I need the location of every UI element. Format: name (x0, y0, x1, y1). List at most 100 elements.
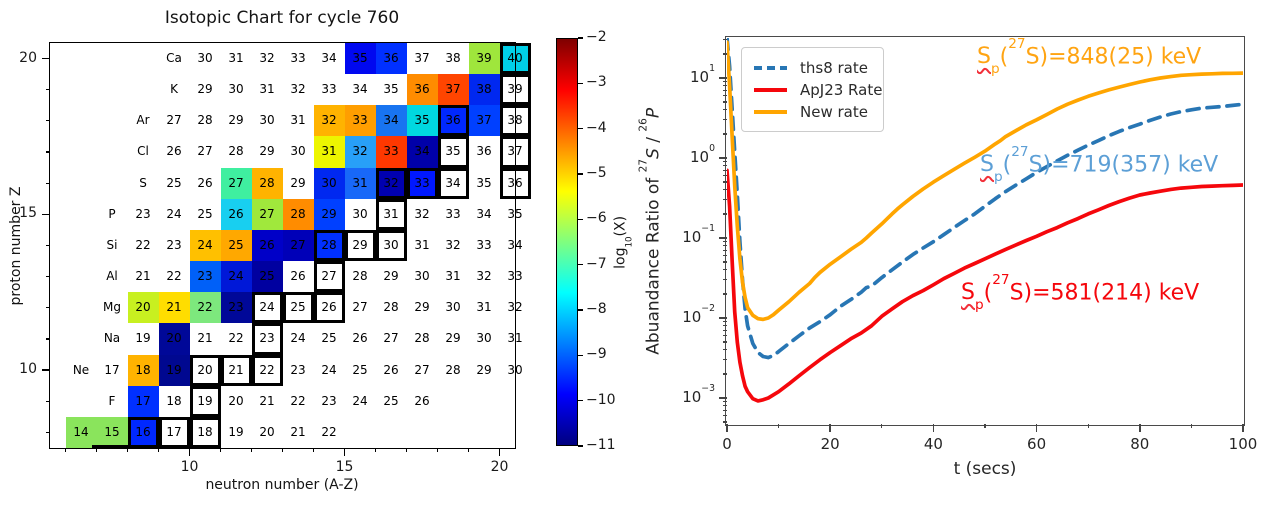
y-minor-tick (46, 89, 50, 91)
x-major-tick (932, 424, 935, 432)
isotope-cell: 23 (220, 292, 252, 324)
element-label: Al (106, 269, 118, 284)
line-chart-svg (727, 38, 1243, 403)
colorbar-tick-label: −3 (586, 74, 607, 91)
isotope-cell: 30 (375, 229, 407, 262)
isotope-cell: 20 (127, 292, 159, 324)
isotope-cell: 34 (437, 167, 469, 199)
x-minor-tick (157, 448, 160, 452)
isotope-cell: 30 (507, 362, 523, 377)
y-tick-label: 101 (669, 63, 715, 86)
isotope-cell: 30 (228, 82, 244, 97)
colorbar-tick-label: −5 (586, 165, 607, 181)
isotope-cell: 27 (313, 261, 345, 293)
y-minor-tick (723, 169, 727, 171)
abundance-ratio-x-axis-label: t (secs) (953, 459, 1017, 479)
x-minor-tick (374, 448, 377, 452)
legend-dashed-line-sample (754, 66, 787, 70)
element-label: Na (103, 331, 121, 346)
isotope-cell: 28 (313, 229, 345, 262)
text-part: S (1028, 152, 1043, 178)
x-minor-tick (1190, 424, 1192, 428)
y-minor-tick (723, 341, 727, 343)
x-major-tick (498, 448, 501, 456)
y-tick-label: 20 (19, 49, 37, 66)
y-minor-tick (723, 109, 727, 111)
colorbar-tick (578, 354, 583, 357)
x-minor-tick (126, 448, 129, 452)
isotope-cell: 20 (189, 354, 221, 386)
text-part: )=581(214) keV (1023, 280, 1200, 306)
series-ths8-rate (727, 38, 1243, 360)
isotope-cell: 21 (197, 331, 213, 346)
element-label: S (139, 175, 147, 190)
isotope-cell: 33 (406, 167, 438, 199)
x-major-tick (188, 448, 191, 456)
y-minor-tick (723, 213, 727, 215)
y-minor-tick (723, 279, 727, 281)
element-label: P (108, 206, 116, 221)
series-new-rate (727, 40, 1243, 322)
colorbar-tick-label: −8 (586, 301, 607, 317)
isotope-cell: 17 (104, 362, 120, 377)
y-minor-tick (723, 401, 727, 403)
y-minor-tick (723, 359, 727, 361)
isotope-cell: 23 (251, 323, 283, 355)
isotope-cell: 28 (251, 167, 283, 199)
text-part: S (1025, 44, 1040, 70)
isotope-cell: 27 (251, 198, 283, 230)
y-minor-tick (723, 101, 727, 103)
text-part: ( (1002, 152, 1012, 178)
colorbar-tick-label: −11 (586, 437, 616, 453)
y-minor-tick (723, 335, 727, 337)
isotope-cell: 32 (414, 206, 430, 221)
text-part: S (961, 280, 975, 306)
isotope-cell: 23 (321, 393, 337, 408)
isotope-cell: 24 (166, 206, 182, 221)
isotope-cell: 31 (344, 167, 376, 199)
isotope-cell: 33 (445, 206, 461, 221)
isotope-cell: 38 (499, 105, 531, 137)
colorbar-tick (578, 218, 583, 221)
x-minor-tick (1087, 424, 1089, 428)
colorbar-tick (578, 173, 583, 175)
sp-annotation: Sp(27S)=719(357) keV (980, 144, 1218, 188)
x-major-tick (726, 424, 728, 432)
y-minor-tick (723, 409, 727, 411)
isotope-cell: 31 (228, 51, 244, 65)
y-tick-label: 10−2 (669, 303, 715, 326)
isotope-cell: 19 (158, 354, 190, 386)
text-part: S (643, 148, 664, 159)
isotope-cell: 30 (476, 331, 492, 346)
isotopic-chart-y-axis-label: proton number Z (8, 186, 24, 306)
isotope-cell: 26 (290, 269, 306, 284)
isotope-cell: 29 (259, 144, 275, 159)
y-minor-tick (723, 133, 727, 135)
isotope-cell: 31 (476, 300, 492, 315)
isotope-cell: 31 (375, 198, 407, 230)
x-minor-tick (219, 448, 222, 452)
text-part: 10 (689, 148, 710, 166)
text-part: p (990, 61, 1000, 78)
y-minor-tick (46, 276, 50, 278)
y-minor-tick (46, 307, 50, 309)
y-minor-tick (723, 321, 727, 323)
text-part: S (977, 44, 991, 70)
isotope-cell: 33 (507, 269, 523, 284)
isotope-cell: 24 (352, 393, 368, 408)
isotope-cell: 27 (166, 113, 182, 128)
isotope-cell: 29 (383, 269, 399, 284)
y-minor-tick (723, 329, 727, 331)
colorbar-tick (578, 37, 583, 39)
isotope-cell: 18 (166, 393, 182, 408)
isotope-cell: 25 (166, 175, 182, 190)
x-tick-label: 0 (722, 435, 732, 453)
y-minor-tick (723, 293, 727, 295)
isotope-cell: 14 (65, 416, 97, 448)
y-major-tick (719, 237, 727, 239)
text-part: S (1009, 280, 1024, 306)
text-part: 1 (709, 63, 715, 75)
y-major-tick (42, 57, 50, 60)
isotope-cell: 31 (313, 136, 345, 168)
isotope-cell: 32 (375, 167, 407, 199)
